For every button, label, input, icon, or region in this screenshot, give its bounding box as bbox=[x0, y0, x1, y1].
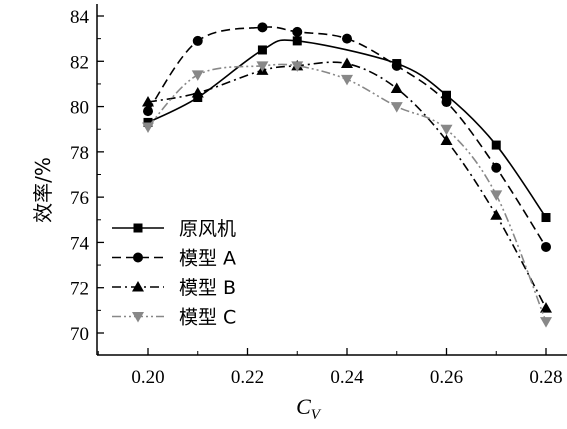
y-tick-label: 72 bbox=[70, 279, 89, 300]
y-tick-label: 80 bbox=[70, 98, 89, 119]
legend-label: 模型 B bbox=[179, 277, 236, 299]
data-point bbox=[191, 86, 204, 98]
axes: 70 72 74 76 78 80 82 84 0.20 0.22 0.24 0.26 0.28 bbox=[70, 4, 567, 388]
legend-item: 模型 B bbox=[112, 277, 236, 299]
data-point bbox=[142, 96, 154, 107]
y-tick-label: 76 bbox=[70, 188, 89, 209]
y-tick-label: 82 bbox=[70, 52, 89, 73]
data-point bbox=[341, 74, 353, 86]
legend-label: 原风机 bbox=[179, 218, 236, 240]
data-point bbox=[257, 45, 267, 55]
y-tick-label: 84 bbox=[70, 7, 90, 28]
data-point bbox=[491, 162, 502, 173]
data-point bbox=[540, 302, 552, 313]
x-axis-label: CV bbox=[296, 394, 322, 423]
x-tick-label: 0.22 bbox=[231, 367, 264, 388]
data-point bbox=[490, 190, 503, 201]
data-point bbox=[441, 97, 452, 108]
data-point bbox=[143, 106, 153, 117]
legend-swatch-marker bbox=[132, 312, 144, 323]
legend-swatch-marker bbox=[133, 252, 143, 263]
y-tick-label: 74 bbox=[70, 233, 90, 254]
data-point bbox=[390, 102, 403, 113]
series-layer bbox=[142, 22, 552, 328]
legend-label: 模型 A bbox=[179, 248, 236, 270]
series-line bbox=[147, 61, 547, 309]
data-point bbox=[292, 26, 303, 37]
data-point bbox=[541, 241, 551, 252]
data-point bbox=[541, 213, 551, 223]
legend-swatch-marker bbox=[133, 223, 143, 233]
legend-swatch-marker bbox=[132, 281, 144, 292]
series-2 bbox=[143, 22, 551, 252]
data-point bbox=[390, 82, 403, 93]
data-point bbox=[291, 61, 304, 72]
data-point bbox=[540, 317, 552, 328]
data-point bbox=[257, 22, 268, 33]
data-point bbox=[292, 36, 302, 46]
data-point bbox=[440, 134, 453, 146]
y-axis-label: 效率/% bbox=[31, 157, 55, 223]
x-tick-label: 0.20 bbox=[131, 367, 164, 388]
data-point bbox=[143, 117, 153, 127]
data-point bbox=[142, 122, 154, 133]
data-point bbox=[491, 140, 501, 150]
y-tick-label: 70 bbox=[70, 324, 89, 345]
data-point bbox=[442, 90, 451, 100]
legend-item: 原风机 bbox=[112, 218, 236, 240]
data-point bbox=[391, 60, 402, 71]
legend-item: 模型 A bbox=[112, 248, 236, 270]
data-point bbox=[440, 124, 453, 136]
data-point bbox=[193, 93, 203, 103]
data-point bbox=[342, 33, 352, 44]
x-tick-label: 0.24 bbox=[330, 367, 364, 388]
data-point bbox=[192, 35, 203, 46]
data-point bbox=[191, 70, 204, 81]
data-point bbox=[341, 57, 353, 69]
data-point bbox=[256, 61, 269, 72]
data-point bbox=[490, 209, 503, 220]
legend-item: 模型 C bbox=[112, 307, 236, 329]
y-tick-label: 78 bbox=[70, 143, 89, 164]
series-4 bbox=[142, 61, 552, 328]
legend-label: 模型 C bbox=[179, 307, 236, 329]
x-tick-label: 0.26 bbox=[430, 367, 463, 388]
x-axis-label-subscript: V bbox=[311, 407, 322, 423]
series-3 bbox=[142, 57, 552, 313]
x-axis-label-main: C bbox=[296, 394, 311, 419]
x-tick-label: 0.28 bbox=[529, 367, 562, 388]
